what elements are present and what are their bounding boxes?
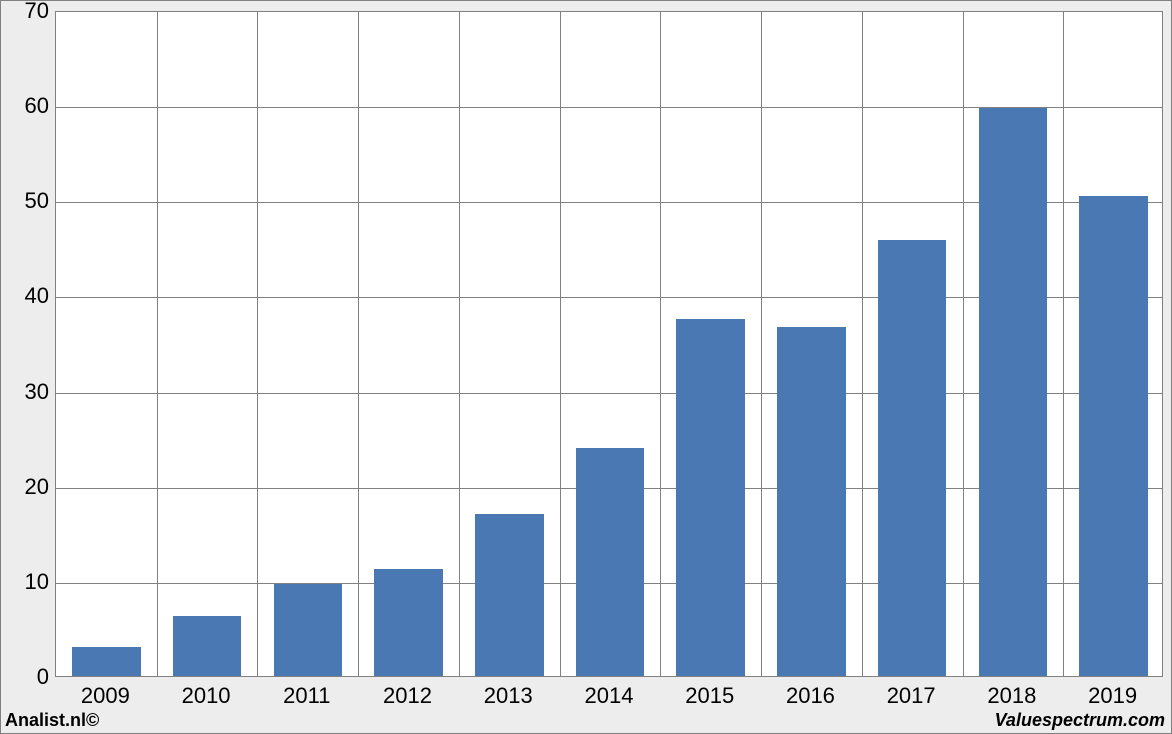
y-tick-label: 30 [5, 379, 49, 405]
bar [173, 616, 241, 676]
y-tick-label: 70 [5, 0, 49, 24]
y-tick-label: 50 [5, 188, 49, 214]
bar [374, 569, 442, 677]
footer-left-credit: Analist.nl© [5, 710, 99, 731]
gridline-vertical [358, 12, 359, 676]
x-tick-label: 2017 [887, 683, 936, 709]
bar [777, 327, 845, 676]
x-tick-label: 2010 [182, 683, 231, 709]
chart-outer-frame: 0 10 20 30 40 50 60 70 2009 2010 2011 2012 2013 2014… [0, 0, 1172, 734]
bar [576, 448, 644, 676]
y-tick-label: 20 [5, 474, 49, 500]
y-tick-label: 0 [5, 664, 49, 690]
gridline-vertical [963, 12, 964, 676]
y-tick-label: 40 [5, 283, 49, 309]
x-tick-label: 2019 [1088, 683, 1137, 709]
bar [475, 514, 543, 676]
bar [878, 240, 946, 676]
gridline-vertical [560, 12, 561, 676]
bar [979, 108, 1047, 676]
x-tick-label: 2014 [585, 683, 634, 709]
gridline-vertical [1063, 12, 1064, 676]
bar [676, 319, 744, 676]
gridline-vertical [660, 12, 661, 676]
bar [1079, 196, 1147, 676]
gridline-vertical [761, 12, 762, 676]
x-tick-label: 2011 [283, 683, 330, 709]
y-tick-label: 10 [5, 569, 49, 595]
gridline-vertical [459, 12, 460, 676]
x-tick-label: 2016 [786, 683, 835, 709]
gridline-vertical [862, 12, 863, 676]
x-tick-label: 2012 [383, 683, 432, 709]
x-tick-label: 2013 [484, 683, 533, 709]
x-tick-label: 2015 [685, 683, 734, 709]
gridline-vertical [157, 12, 158, 676]
x-tick-label: 2018 [987, 683, 1036, 709]
plot-area [55, 11, 1163, 677]
bar [274, 584, 342, 676]
footer-right-credit: Valuespectrum.com [995, 710, 1165, 731]
y-tick-label: 60 [5, 93, 49, 119]
x-tick-label: 2009 [81, 683, 130, 709]
gridline-vertical [257, 12, 258, 676]
bar [72, 647, 140, 676]
